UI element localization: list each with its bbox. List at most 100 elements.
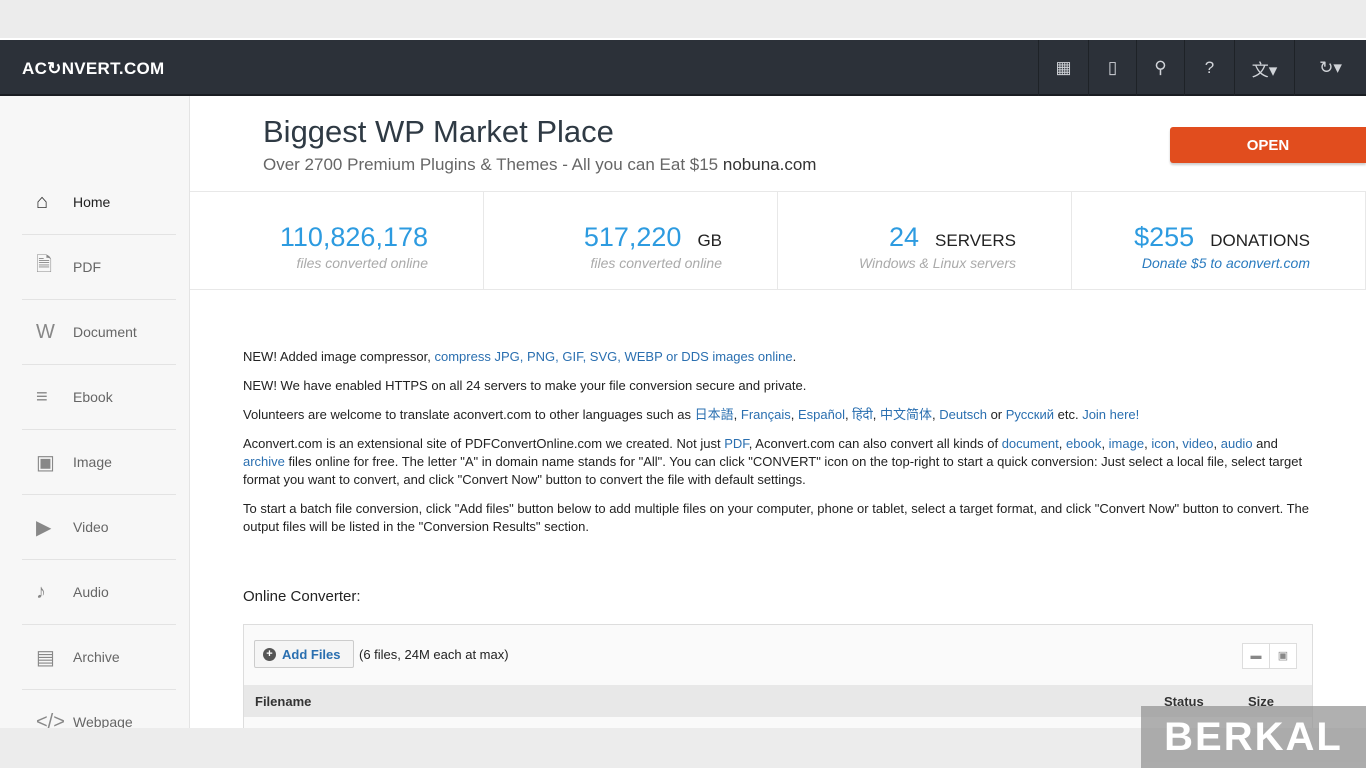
text: NEW! Added image compressor, bbox=[243, 349, 435, 364]
sidebar-item-label: Image bbox=[73, 454, 112, 470]
converter-heading: Online Converter: bbox=[243, 588, 361, 605]
text-link[interactable]: 日本語 bbox=[694, 407, 734, 422]
add-files-button[interactable]: + Add Files bbox=[254, 640, 354, 668]
document-icon: W bbox=[36, 320, 55, 343]
plus-icon: + bbox=[263, 647, 276, 661]
ad-title: Biggest WP Market Place bbox=[263, 114, 614, 149]
sidebar-item-video[interactable]: ▶ Video bbox=[22, 495, 176, 560]
sidebar-item-document[interactable]: W Document bbox=[22, 300, 176, 365]
text: , bbox=[1175, 436, 1183, 451]
stat-unit: GB bbox=[697, 231, 722, 250]
text-link[interactable]: icon bbox=[1151, 436, 1176, 451]
text: , bbox=[844, 407, 853, 422]
sidebar-item-archive[interactable]: ▤ Archive bbox=[22, 625, 176, 690]
grid-icon[interactable]: ▦ bbox=[1038, 40, 1088, 96]
text-link[interactable]: archive bbox=[243, 454, 285, 469]
sidebar-item-label: Archive bbox=[73, 649, 120, 665]
text: . bbox=[792, 349, 797, 364]
text: , bbox=[1213, 436, 1221, 451]
paragraph: To start a batch file conversion, click … bbox=[243, 500, 1313, 536]
paragraph: NEW! We have enabled HTTPS on all 24 ser… bbox=[243, 377, 1313, 395]
sidebar-item-ebook[interactable]: ≡ Ebook bbox=[22, 365, 176, 430]
open-button[interactable]: OPEN bbox=[1170, 127, 1366, 163]
converter-panel: + Add Files (6 files, 24M each at max) ▬ … bbox=[243, 624, 1313, 728]
sidebar-item-audio[interactable]: ♪ Audio bbox=[22, 560, 176, 625]
stat-0: 110,826,178 files converted online bbox=[190, 192, 484, 289]
text: Aconvert.com is an extensional site of P… bbox=[243, 436, 725, 451]
sidebar-item-home[interactable]: ⌂ Home bbox=[22, 170, 176, 235]
text-link[interactable]: video bbox=[1182, 436, 1214, 451]
pdf-icon: 🗎 bbox=[36, 254, 53, 276]
thumbnail-view-icon[interactable]: ▣ bbox=[1269, 643, 1297, 669]
ad-banner[interactable]: Biggest WP Market Place Over 2700 Premiu… bbox=[190, 96, 1366, 192]
text-link[interactable]: PDF bbox=[724, 436, 749, 451]
col-filename[interactable]: Filename bbox=[255, 694, 312, 709]
sidebar-item-label: Audio bbox=[73, 584, 109, 600]
stat-2: 24 SERVERS Windows & Linux servers bbox=[778, 192, 1072, 289]
stat-1: 517,220 GB files converted online bbox=[484, 192, 778, 289]
sidebar-item-image[interactable]: ▣ Image bbox=[22, 430, 176, 495]
text-link[interactable]: ebook bbox=[1066, 436, 1102, 451]
text-link[interactable]: Français bbox=[740, 407, 791, 422]
text: files online for free. The letter "A" in… bbox=[243, 454, 1303, 487]
text: , bbox=[932, 407, 940, 422]
text-link[interactable]: Русский bbox=[1005, 407, 1054, 422]
stat-unit: SERVERS bbox=[935, 231, 1016, 250]
stat-number: $255 bbox=[1134, 222, 1195, 252]
ad-subtitle: Over 2700 Premium Plugins & Themes - All… bbox=[263, 155, 817, 174]
file-limit-hint: (6 files, 24M each at max) bbox=[359, 647, 509, 662]
text: , bbox=[1058, 436, 1067, 451]
webpage-icon: </> bbox=[36, 710, 65, 733]
col-status[interactable]: Status bbox=[1164, 694, 1204, 709]
stat-caption[interactable]: Donate $5 to aconvert.com bbox=[1141, 255, 1310, 271]
stat-3: $255 DONATIONS Donate $5 to aconvert.com bbox=[1072, 192, 1366, 289]
text-link[interactable]: document bbox=[1001, 436, 1059, 451]
sidebar-item-label: Video bbox=[73, 519, 109, 535]
language-icon[interactable]: 文▾ bbox=[1234, 40, 1294, 96]
stat-number: 24 bbox=[889, 222, 920, 252]
sidebar-item-pdf[interactable]: 🗎 PDF bbox=[22, 235, 176, 300]
text-link[interactable]: Join here! bbox=[1082, 407, 1140, 422]
help-icon[interactable]: ? bbox=[1184, 40, 1234, 96]
bottom-bar bbox=[0, 728, 1366, 768]
watermark: BERKAL bbox=[1141, 706, 1366, 768]
col-size[interactable]: Size bbox=[1248, 694, 1275, 709]
sidebar-item-label: Webpage bbox=[73, 714, 133, 730]
tablet-icon[interactable]: ▯ bbox=[1088, 40, 1136, 96]
search-icon[interactable]: ⚲ bbox=[1136, 40, 1184, 96]
stat-unit: DONATIONS bbox=[1210, 231, 1310, 250]
stat-number: 517,220 bbox=[583, 222, 682, 252]
sidebar-item-label: Ebook bbox=[73, 389, 113, 405]
text-link[interactable]: audio bbox=[1220, 436, 1253, 451]
paragraph: Aconvert.com is an extensional site of P… bbox=[243, 435, 1313, 489]
stats-row: 110,826,178 files converted online 517,220… bbox=[190, 192, 1366, 290]
sidebar-item-label: Home bbox=[73, 194, 111, 210]
video-icon: ▶ bbox=[36, 516, 52, 539]
stat-caption: Windows & Linux servers bbox=[858, 255, 1016, 271]
text-link[interactable]: Español bbox=[798, 407, 845, 422]
sidebar-item-label: PDF bbox=[73, 259, 101, 275]
navbar: AC↻NVERT.COM ▦ ▯ ⚲? 文▾ ↻▾ bbox=[0, 40, 1366, 96]
text-link[interactable]: हिंदी bbox=[852, 407, 873, 422]
text: To start a batch file conversion, click … bbox=[243, 501, 1309, 534]
convert-icon[interactable]: ↻▾ bbox=[1294, 40, 1366, 96]
text-link[interactable]: 中文简体 bbox=[880, 407, 933, 422]
text: or bbox=[986, 407, 1006, 422]
text: , bbox=[1101, 436, 1109, 451]
list-view-icon[interactable]: ▬ bbox=[1242, 643, 1270, 669]
text-link[interactable]: compress JPG, PNG, GIF, SVG, WEBP or DDS… bbox=[434, 349, 793, 364]
stat-number: 110,826,178 bbox=[279, 222, 428, 252]
paragraph: Volunteers are welcome to translate acon… bbox=[243, 406, 1313, 424]
text-link[interactable]: Deutsch bbox=[939, 407, 987, 422]
sidebar: ⌂ Home 🗎 PDF W Document ≡ Ebook ▣ Image ▶ Video ♪ Aud… bbox=[0, 96, 190, 755]
text: , Aconvert.com can also convert all kind… bbox=[748, 436, 1002, 451]
text: , bbox=[790, 407, 798, 422]
text-link[interactable]: image bbox=[1108, 436, 1145, 451]
logo[interactable]: AC↻NVERT.COM bbox=[22, 59, 165, 78]
text: and bbox=[1252, 436, 1278, 451]
file-table-header: Filename Status Size bbox=[244, 685, 1312, 717]
paragraph: NEW! Added image compressor, compress JP… bbox=[243, 348, 1313, 366]
text: Volunteers are welcome to translate acon… bbox=[243, 407, 695, 422]
intro-text: NEW! Added image compressor, compress JP… bbox=[243, 348, 1313, 547]
home-icon: ⌂ bbox=[36, 190, 49, 213]
